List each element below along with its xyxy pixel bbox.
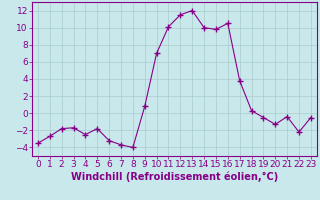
- X-axis label: Windchill (Refroidissement éolien,°C): Windchill (Refroidissement éolien,°C): [71, 172, 278, 182]
